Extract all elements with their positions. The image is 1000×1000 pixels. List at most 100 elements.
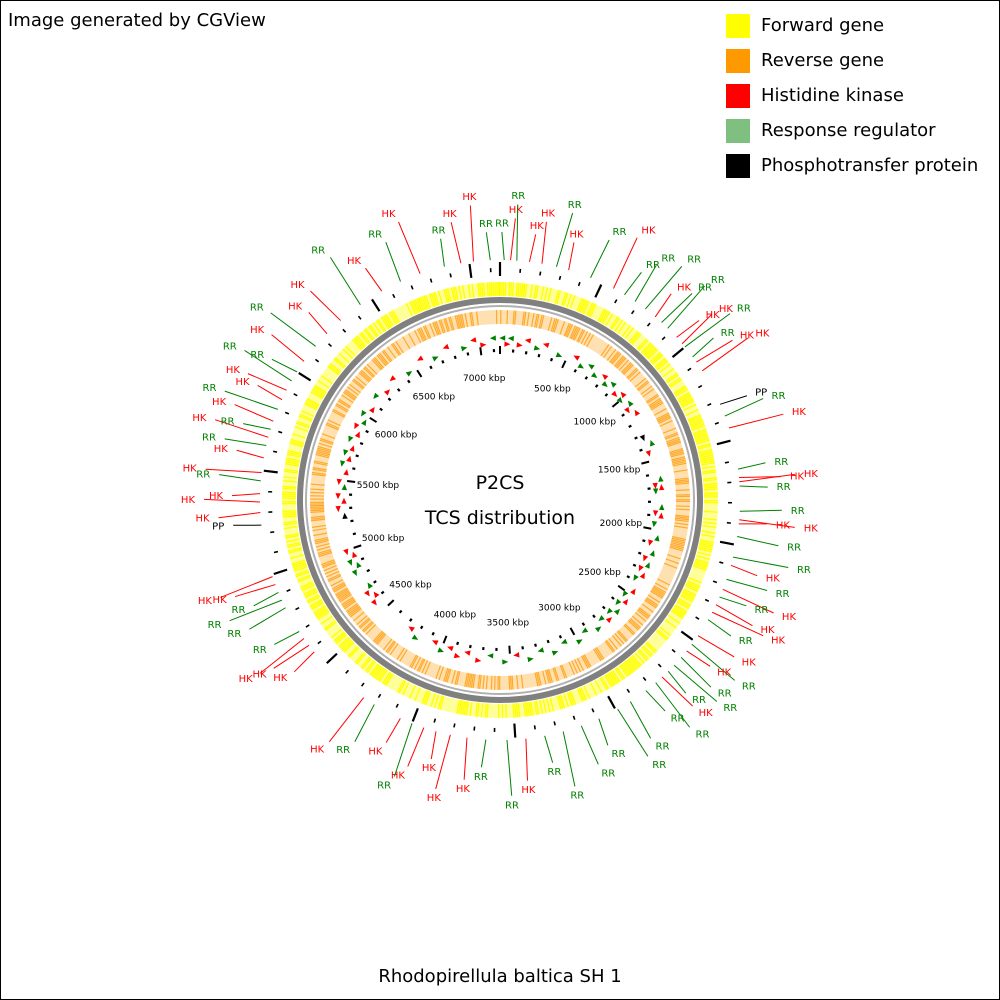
leader-line <box>214 419 269 438</box>
reverse-gene <box>467 673 472 688</box>
forward-gene <box>316 609 329 619</box>
forward-gene <box>655 630 668 641</box>
forward-gene <box>692 428 707 435</box>
tcs-marker-hk <box>602 374 609 381</box>
forward-gene <box>514 703 517 718</box>
reverse-gene <box>570 326 578 340</box>
reverse-gene <box>327 419 341 427</box>
reverse-gene <box>317 550 332 556</box>
feature-label-hk: HK <box>541 208 556 219</box>
forward-gene <box>619 664 629 677</box>
tcs-marker-hk <box>341 497 347 504</box>
inner-tick <box>641 460 650 465</box>
scale-label: 2500 kbp <box>578 568 621 578</box>
forward-gene <box>287 451 302 457</box>
forward-gene <box>679 396 693 405</box>
leader-line <box>739 519 795 528</box>
feature-label-hk: HK <box>719 304 734 315</box>
inner-tick <box>379 407 383 412</box>
forward-gene <box>361 657 372 670</box>
forward-gene <box>667 614 681 624</box>
reverse-gene <box>673 525 689 529</box>
forward-gene <box>577 298 585 313</box>
outer-tick <box>377 693 382 699</box>
feature-label-rr: RR <box>777 482 791 493</box>
tcs-marker-hk <box>343 548 349 556</box>
tcs-marker-hk <box>652 510 659 517</box>
leader-line <box>310 290 341 321</box>
outer-tick <box>270 531 275 534</box>
reverse-gene <box>418 327 426 342</box>
feature-label-rr: RR <box>250 303 264 314</box>
forward-gene <box>338 636 350 648</box>
forward-gene <box>385 313 394 327</box>
feature-label-hk: HK <box>742 658 757 669</box>
reverse-gene <box>553 318 559 333</box>
forward-gene <box>333 358 345 369</box>
leader-line <box>629 701 652 739</box>
feature-label-rr: RR <box>791 506 805 517</box>
forward-gene <box>488 282 491 297</box>
forward-gene <box>297 574 311 582</box>
forward-gene <box>566 692 573 706</box>
reverse-gene <box>377 353 388 366</box>
reverse-gene <box>459 314 464 329</box>
tcs-marker-rr <box>598 615 605 622</box>
inner-tick <box>581 622 586 626</box>
forward-gene <box>416 298 423 312</box>
forward-gene <box>288 548 303 554</box>
forward-gene <box>360 656 371 669</box>
reverse-gene <box>520 674 524 689</box>
forward-gene <box>434 291 440 306</box>
leader-line <box>224 438 267 447</box>
forward-gene <box>637 650 648 662</box>
forward-gene <box>292 561 306 567</box>
leader-line <box>722 588 774 614</box>
reverse-gene <box>321 560 336 567</box>
forward-gene <box>626 659 637 672</box>
forward-gene <box>377 668 387 681</box>
feature-label-rr: RR <box>336 745 350 756</box>
forward-gene <box>703 478 718 482</box>
reverse-gene <box>622 363 633 374</box>
reverse-gene <box>424 325 432 339</box>
leader-line <box>661 676 693 707</box>
tcs-marker-rr <box>627 400 634 407</box>
leader-line <box>692 337 714 358</box>
inner-tick <box>353 544 362 549</box>
forward-gene <box>304 590 319 599</box>
outer-tick <box>314 358 320 363</box>
tcs-marker-rr <box>576 639 583 645</box>
tcs-marker-rr <box>341 484 347 491</box>
backbone-ring <box>297 297 703 703</box>
tcs-marker-hk <box>370 598 377 606</box>
tcs-marker-rr <box>411 634 419 640</box>
reverse-gene <box>321 433 336 440</box>
leader-line <box>680 657 712 688</box>
reverse-gene-ring <box>309 309 691 691</box>
leader-line <box>737 535 779 547</box>
outer-tick <box>272 450 278 453</box>
feature-label-rr: RR <box>723 703 737 714</box>
forward-gene <box>291 559 306 565</box>
reverse-gene <box>675 480 690 484</box>
scale-label: 2000 kbp <box>600 519 643 529</box>
reverse-gene <box>637 608 650 618</box>
forward-gene <box>642 343 653 355</box>
tcs-marker-hk <box>524 338 532 344</box>
reverse-gene <box>654 582 668 591</box>
feature-label-rr: RR <box>223 341 237 352</box>
feature-label-rr: RR <box>570 791 584 802</box>
feature-label-hk: HK <box>310 745 325 756</box>
reverse-gene <box>413 656 422 670</box>
feature-label-rr: RR <box>646 260 660 271</box>
forward-gene <box>327 365 340 376</box>
reverse-gene <box>372 630 383 642</box>
outer-tick <box>707 403 712 407</box>
forward-gene <box>443 289 449 304</box>
tcs-marker-rr <box>502 659 509 665</box>
reverse-gene <box>671 539 686 544</box>
reverse-gene <box>364 366 376 377</box>
reverse-gene <box>470 673 475 688</box>
reverse-gene <box>646 597 659 606</box>
